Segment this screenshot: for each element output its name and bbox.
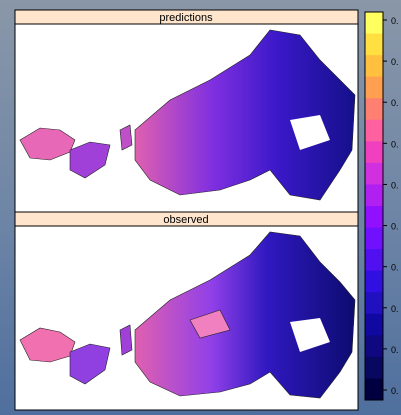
- colorbar-swatch: [365, 378, 383, 400]
- colorbar-swatch: [365, 228, 383, 250]
- colorbar-swatch: [365, 98, 383, 120]
- colorbar-label: 0.: [391, 263, 399, 273]
- colorbar-swatch: [365, 184, 383, 206]
- colorbar-label: 0.: [391, 180, 399, 190]
- colorbar-label: 0.: [391, 139, 399, 149]
- colorbar-swatch: [365, 12, 383, 34]
- colorbar-swatch: [365, 292, 383, 314]
- colorbar-swatch: [365, 163, 383, 185]
- colorbar-label: 0.: [391, 57, 399, 67]
- colorbar-label: 0.: [391, 386, 399, 396]
- colorbar-label: 0.: [391, 98, 399, 108]
- colorbar-swatch: [365, 249, 383, 271]
- colorbar-label: 0.: [391, 345, 399, 355]
- colorbar-swatch: [365, 141, 383, 163]
- colorbar-label: 0.: [391, 222, 399, 232]
- panel-label: predictions: [159, 12, 213, 24]
- page: {"panels": [{"label": "predictions"}, {"…: [0, 0, 401, 415]
- colorbar-swatch: [365, 34, 383, 56]
- colorbar-label: 0.: [391, 16, 399, 26]
- screenshot: predictions observed 0. 0. 0. 0. 0. 0. 0. 0. 0. 0…: [0, 0, 401, 415]
- colorbar-label: 0.: [391, 304, 399, 314]
- panel-label: observed: [163, 214, 208, 226]
- colorbar-swatch: [365, 357, 383, 379]
- colorbar-swatch: [365, 120, 383, 142]
- colorbar-swatch: [365, 55, 383, 77]
- colorbar-swatch: [365, 271, 383, 293]
- colorbar-swatch: [365, 77, 383, 99]
- colorbar-swatch: [365, 206, 383, 228]
- colorbar-swatch: [365, 314, 383, 336]
- colorbar-swatch: [365, 335, 383, 357]
